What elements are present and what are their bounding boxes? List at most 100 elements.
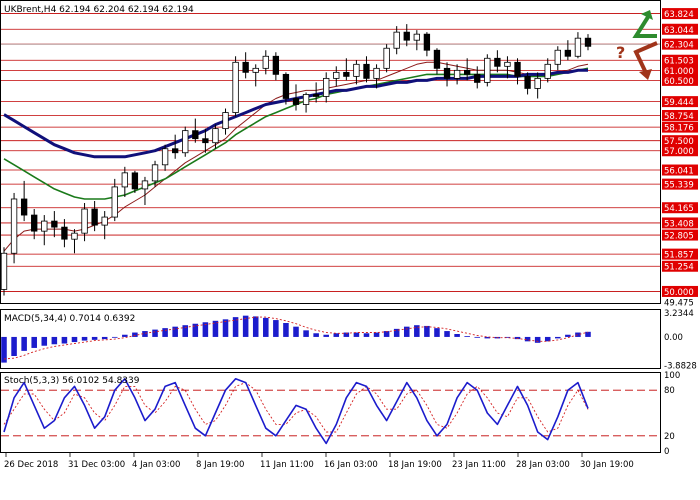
candle-body: [262, 55, 269, 69]
macd-panel-frame: [0, 309, 661, 369]
candle-body: [101, 216, 108, 226]
stoch-axis-label: 0: [664, 447, 669, 457]
price-panel-title: UKBrent,H4 62.194 62.204 62.194 62.194: [4, 5, 194, 15]
price-tag-label: 53.408: [664, 219, 694, 229]
macd-bar: [293, 326, 299, 337]
macd-bar: [504, 336, 511, 338]
macd-bar: [323, 334, 329, 337]
candle-body: [31, 214, 38, 232]
macd-bar: [182, 325, 189, 337]
candle-body: [192, 130, 199, 140]
price-tag: [662, 202, 698, 214]
candle-body: [232, 61, 239, 113]
macd-bar: [242, 315, 249, 337]
time-axis-label: 31 Dec 03:00: [68, 460, 125, 470]
arrow-down-head-icon: [639, 69, 652, 80]
arrow-up-head-icon: [641, 10, 653, 20]
candle-body: [383, 47, 390, 69]
candle-body: [524, 75, 531, 89]
macd-signal-line: [3, 316, 589, 360]
candle-body: [554, 49, 561, 65]
price-tag: [662, 178, 698, 190]
macd-bar: [31, 336, 37, 348]
price-tag-label: 59.444: [664, 98, 694, 108]
price-tag-label: 61.503: [664, 57, 694, 67]
candle-body: [564, 49, 572, 57]
price-tag-label: 51.254: [664, 263, 694, 273]
candle-body: [423, 33, 431, 51]
macd-signal-line: [3, 316, 589, 360]
price-tag: [662, 145, 698, 157]
macd-bar: [565, 334, 571, 337]
price-axis-label: 49.475: [664, 299, 694, 309]
candle-body: [584, 37, 592, 47]
macd-bar: [534, 336, 541, 343]
time-axis-label: 11 Jan 11:00: [260, 460, 314, 470]
price-tag: [662, 135, 698, 147]
stoch-axis-label: 100: [664, 371, 680, 381]
macd-bar: [152, 329, 158, 337]
macd-bar: [474, 336, 481, 338]
macd-bar: [414, 325, 420, 337]
price-tag-label: 57.000: [664, 147, 694, 157]
macd-bar: [91, 336, 98, 340]
macd-bar: [202, 322, 209, 337]
macd-bar: [222, 319, 229, 337]
time-axis-label: 8 Jan 19:00: [196, 460, 244, 470]
candlesticks: [0, 24, 592, 296]
candle-body: [202, 138, 209, 144]
macd-bar: [81, 336, 88, 341]
price-tag: [662, 229, 698, 241]
macd-bar: [172, 326, 178, 337]
price-tag-label: 57.500: [664, 137, 694, 147]
macd-bar: [353, 332, 360, 337]
candle-body: [494, 57, 501, 67]
macd-axis-label: -3.8828: [664, 361, 697, 371]
macd-bar: [41, 336, 48, 346]
candle-body: [333, 71, 340, 79]
price-tag-label: 55.339: [664, 181, 694, 191]
candle-body: [413, 33, 420, 41]
price-tag-label: 54.165: [664, 204, 694, 214]
price-tag: [662, 38, 698, 50]
question-mark-icon: ?: [616, 43, 625, 62]
macd-bar: [363, 333, 370, 337]
price-tag: [662, 54, 698, 66]
time-axis-label: 30 Jan 19:00: [580, 460, 634, 470]
macd-bar: [162, 328, 168, 337]
macd-axis-label: 0.00: [664, 333, 683, 343]
candle-body: [81, 208, 88, 234]
time-axis-label: 18 Jan 19:00: [388, 460, 442, 470]
stoch-panel-title: Stoch(5,3,3) 56.0102 54.8339: [4, 376, 140, 386]
candle-body: [363, 63, 370, 79]
macd-bar: [132, 332, 138, 337]
price-tag-label: 52.805: [664, 232, 694, 242]
macd-bar: [11, 336, 17, 356]
price-tag: [662, 260, 698, 272]
macd-bar: [122, 334, 128, 337]
candle-body: [282, 73, 290, 99]
arrow-up-icon: [632, 15, 657, 38]
candle-body: [182, 130, 189, 154]
candle-body: [151, 164, 159, 182]
price-tag: [662, 121, 698, 133]
price-tag-label: 63.824: [664, 10, 694, 20]
price-tag-label: 50.000: [664, 288, 694, 298]
candle-body: [0, 252, 8, 290]
macd-bar: [273, 320, 279, 337]
price-tag: [662, 109, 698, 121]
candle-body: [504, 61, 511, 67]
price-panel-frame: [0, 0, 661, 304]
candle-body: [514, 61, 521, 77]
time-axis-label: 28 Jan 03:00: [516, 460, 570, 470]
candle-body: [302, 94, 310, 105]
price-tag: [662, 8, 698, 20]
price-tag: [662, 285, 698, 297]
candle-body: [41, 220, 48, 232]
candle-body: [443, 67, 451, 79]
candle-body: [172, 148, 179, 154]
macd-bar: [585, 331, 591, 337]
candle-body: [51, 220, 58, 228]
time-axis: 26 Dec 2018 31 Dec 03:00 4 Jan 03:00 8 Jan …: [4, 453, 634, 470]
